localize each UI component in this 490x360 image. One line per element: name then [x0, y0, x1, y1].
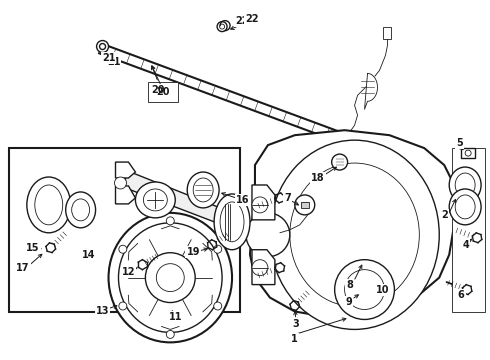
Ellipse shape [27, 177, 71, 233]
Ellipse shape [115, 177, 126, 189]
Ellipse shape [332, 154, 347, 170]
Circle shape [166, 330, 174, 338]
Bar [9, 148, 240, 312]
Circle shape [465, 150, 471, 156]
Ellipse shape [252, 260, 268, 276]
Ellipse shape [290, 163, 419, 306]
Ellipse shape [35, 185, 63, 225]
Ellipse shape [108, 213, 232, 342]
Ellipse shape [193, 178, 213, 202]
Polygon shape [125, 170, 235, 230]
Polygon shape [252, 185, 275, 220]
Text: 1: 1 [292, 334, 298, 345]
Circle shape [214, 302, 221, 310]
Text: 15: 15 [26, 243, 40, 253]
Text: 8: 8 [346, 280, 353, 289]
Circle shape [166, 217, 174, 225]
Text: 4: 4 [463, 240, 469, 250]
Text: 11: 11 [169, 312, 182, 323]
Ellipse shape [220, 202, 244, 242]
Circle shape [214, 245, 221, 253]
Circle shape [217, 22, 227, 32]
Polygon shape [116, 162, 135, 178]
Ellipse shape [66, 192, 96, 228]
Ellipse shape [146, 253, 195, 302]
Text: 21: 21 [102, 54, 115, 63]
Ellipse shape [119, 223, 222, 332]
Bar [301, 202, 309, 208]
Polygon shape [116, 186, 135, 204]
Ellipse shape [449, 167, 481, 203]
Text: 17: 17 [16, 263, 29, 273]
Circle shape [119, 245, 127, 253]
Text: 3: 3 [293, 319, 299, 329]
Ellipse shape [455, 173, 475, 197]
Text: 20: 20 [151, 85, 165, 95]
Circle shape [97, 41, 108, 53]
Text: 21: 21 [107, 58, 120, 67]
Text: 20: 20 [157, 87, 170, 97]
Circle shape [119, 302, 127, 310]
Text: 2: 2 [441, 210, 447, 220]
Ellipse shape [72, 199, 90, 221]
Text: 22: 22 [245, 14, 259, 24]
Bar [461, 148, 475, 158]
Text: 12: 12 [122, 267, 135, 276]
Bar [457, 188, 473, 204]
Ellipse shape [246, 213, 290, 257]
Bar [384, 27, 392, 39]
Ellipse shape [252, 197, 268, 213]
Ellipse shape [295, 195, 315, 215]
Bar [452, 148, 485, 312]
Ellipse shape [455, 195, 475, 219]
Circle shape [99, 44, 105, 50]
Text: 6: 6 [458, 289, 465, 300]
Polygon shape [252, 250, 275, 285]
Bar [148, 82, 178, 102]
Ellipse shape [187, 172, 219, 208]
Ellipse shape [135, 182, 175, 218]
Text: 5: 5 [456, 138, 463, 148]
Polygon shape [250, 130, 454, 318]
Ellipse shape [270, 140, 439, 329]
Ellipse shape [335, 260, 394, 319]
Text: 22: 22 [235, 15, 249, 26]
Ellipse shape [214, 194, 250, 250]
Ellipse shape [449, 189, 481, 225]
Text: 14: 14 [82, 250, 96, 260]
Text: 7: 7 [285, 193, 291, 203]
Ellipse shape [156, 264, 184, 292]
Text: 18: 18 [311, 173, 324, 183]
Text: 16: 16 [236, 195, 250, 205]
Text: 19: 19 [187, 247, 200, 257]
Text: 13: 13 [96, 306, 109, 316]
Ellipse shape [144, 189, 167, 211]
Text: 9: 9 [345, 297, 352, 306]
Polygon shape [365, 73, 377, 109]
Circle shape [220, 24, 224, 29]
Text: 10: 10 [376, 284, 389, 294]
Ellipse shape [344, 270, 385, 310]
